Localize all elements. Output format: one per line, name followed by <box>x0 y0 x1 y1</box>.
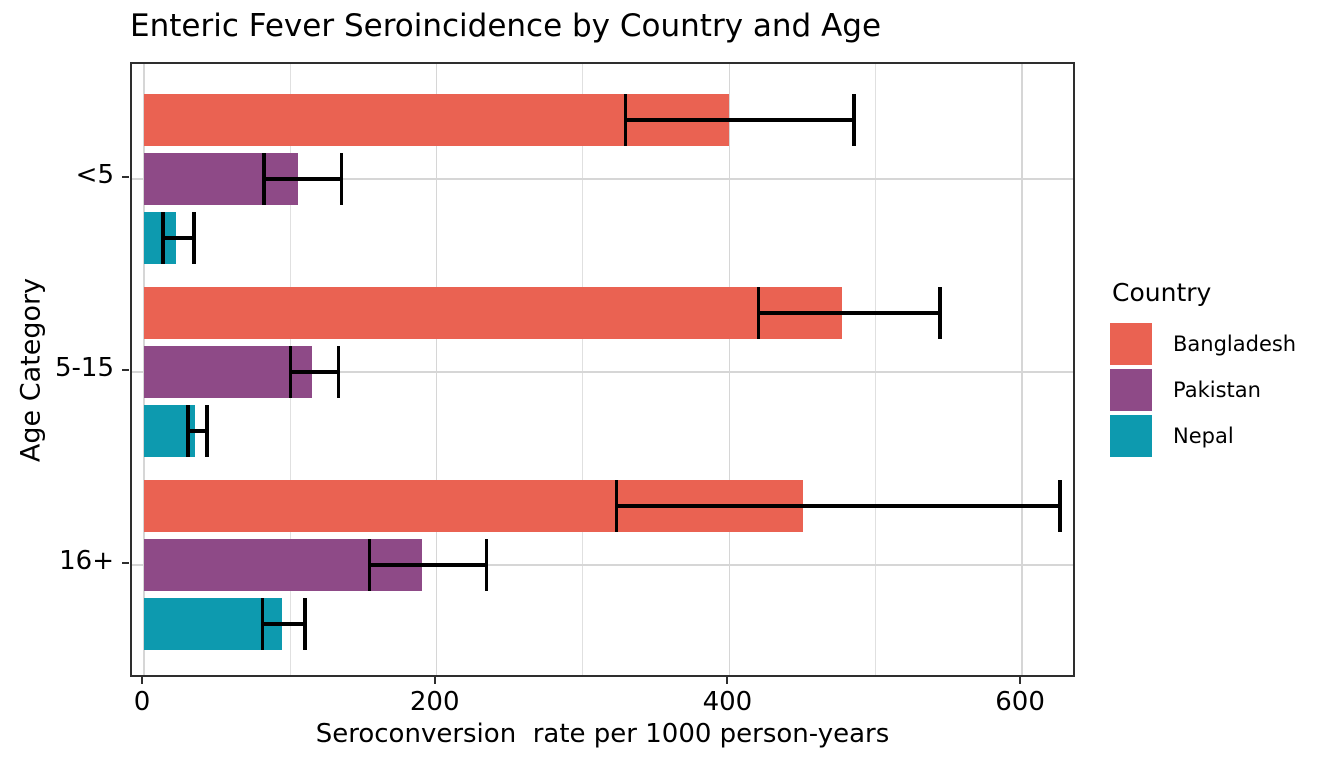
y-tick-label: <5 <box>75 160 114 190</box>
errorbar-cap-high-bangladesh-<5 <box>852 94 856 146</box>
errorbar-cap-low-bangladesh-5-15 <box>756 287 761 339</box>
legend: Country Bangladesh Pakistan Nepal <box>1110 278 1340 461</box>
gridline-vertical <box>435 64 438 675</box>
errorbar-cap-high-pakistan-<5 <box>339 153 344 205</box>
errorbar-cap-high-nepal-5-15 <box>205 405 209 457</box>
errorbar-line-nepal-16+ <box>262 622 305 626</box>
errorbar-line-pakistan-<5 <box>264 177 342 181</box>
bar-nepal-16+ <box>144 598 282 650</box>
legend-swatch-nepal <box>1110 415 1152 457</box>
errorbar-cap-high-bangladesh-16+ <box>1058 480 1062 532</box>
errorbar-line-bangladesh-5-15 <box>758 311 941 315</box>
x-tick-mark <box>433 677 436 684</box>
errorbar-line-bangladesh-<5 <box>625 118 854 122</box>
errorbar-cap-low-nepal-5-15 <box>186 405 190 457</box>
plot-panel <box>130 62 1075 677</box>
errorbar-cap-high-pakistan-16+ <box>484 539 489 591</box>
x-tick-label: 0 <box>133 687 151 717</box>
errorbar-cap-high-pakistan-5-15 <box>336 346 341 398</box>
x-tick-mark <box>726 677 729 684</box>
errorbar-line-bangladesh-16+ <box>616 504 1061 508</box>
gridline-horizontal <box>132 371 1073 373</box>
errorbar-cap-low-pakistan-<5 <box>262 153 266 205</box>
errorbar-cap-low-bangladesh-<5 <box>623 94 628 146</box>
x-tick-mark <box>141 677 143 684</box>
gridline-vertical <box>875 64 876 675</box>
x-tick-mark <box>1019 677 1022 684</box>
gridline-vertical <box>1021 64 1023 675</box>
legend-item-pakistan: Pakistan <box>1110 369 1340 411</box>
gridline-vertical <box>728 64 731 675</box>
errorbar-line-nepal-<5 <box>163 236 194 240</box>
x-tick-label: 400 <box>702 687 753 717</box>
chart-title: Enteric Fever Seroincidence by Country a… <box>130 8 882 44</box>
legend-items: Bangladesh Pakistan Nepal <box>1110 323 1340 457</box>
gridline-horizontal <box>132 564 1073 566</box>
bar-bangladesh-5-15 <box>144 287 843 339</box>
errorbar-line-pakistan-5-15 <box>290 370 339 374</box>
errorbar-cap-low-nepal-16+ <box>260 598 265 650</box>
legend-swatch-bangladesh <box>1110 323 1152 365</box>
bar-pakistan-5-15 <box>144 346 313 398</box>
gridline-vertical <box>582 64 584 675</box>
errorbar-line-pakistan-16+ <box>369 563 487 567</box>
errorbar-cap-high-nepal-16+ <box>303 598 307 650</box>
errorbar-cap-low-pakistan-16+ <box>367 539 372 591</box>
errorbar-cap-high-bangladesh-5-15 <box>938 287 942 339</box>
legend-label-pakistan: Pakistan <box>1173 378 1261 402</box>
legend-label-nepal: Nepal <box>1173 424 1234 448</box>
x-tick-label: 200 <box>409 687 460 717</box>
y-tick-mark <box>122 562 129 564</box>
y-tick-label: 5-15 <box>54 353 114 383</box>
errorbar-cap-low-nepal-<5 <box>161 212 165 264</box>
y-tick-label: 16+ <box>59 546 114 576</box>
legend-swatch-pakistan <box>1110 369 1152 411</box>
errorbar-cap-low-bangladesh-16+ <box>614 480 619 532</box>
x-axis-title: Seroconversion rate per 1000 person-year… <box>315 719 890 749</box>
errorbar-line-nepal-5-15 <box>187 429 207 433</box>
legend-item-nepal: Nepal <box>1110 415 1340 457</box>
x-tick-label: 600 <box>995 687 1045 717</box>
gridline-horizontal <box>132 178 1073 180</box>
y-tick-mark <box>122 369 129 371</box>
legend-title: Country <box>1112 278 1212 307</box>
errorbar-cap-high-nepal-<5 <box>192 212 196 264</box>
errorbar-cap-low-pakistan-5-15 <box>288 346 293 398</box>
legend-label-bangladesh: Bangladesh <box>1173 332 1297 356</box>
legend-item-bangladesh: Bangladesh <box>1110 323 1340 365</box>
y-tick-mark <box>122 176 129 178</box>
